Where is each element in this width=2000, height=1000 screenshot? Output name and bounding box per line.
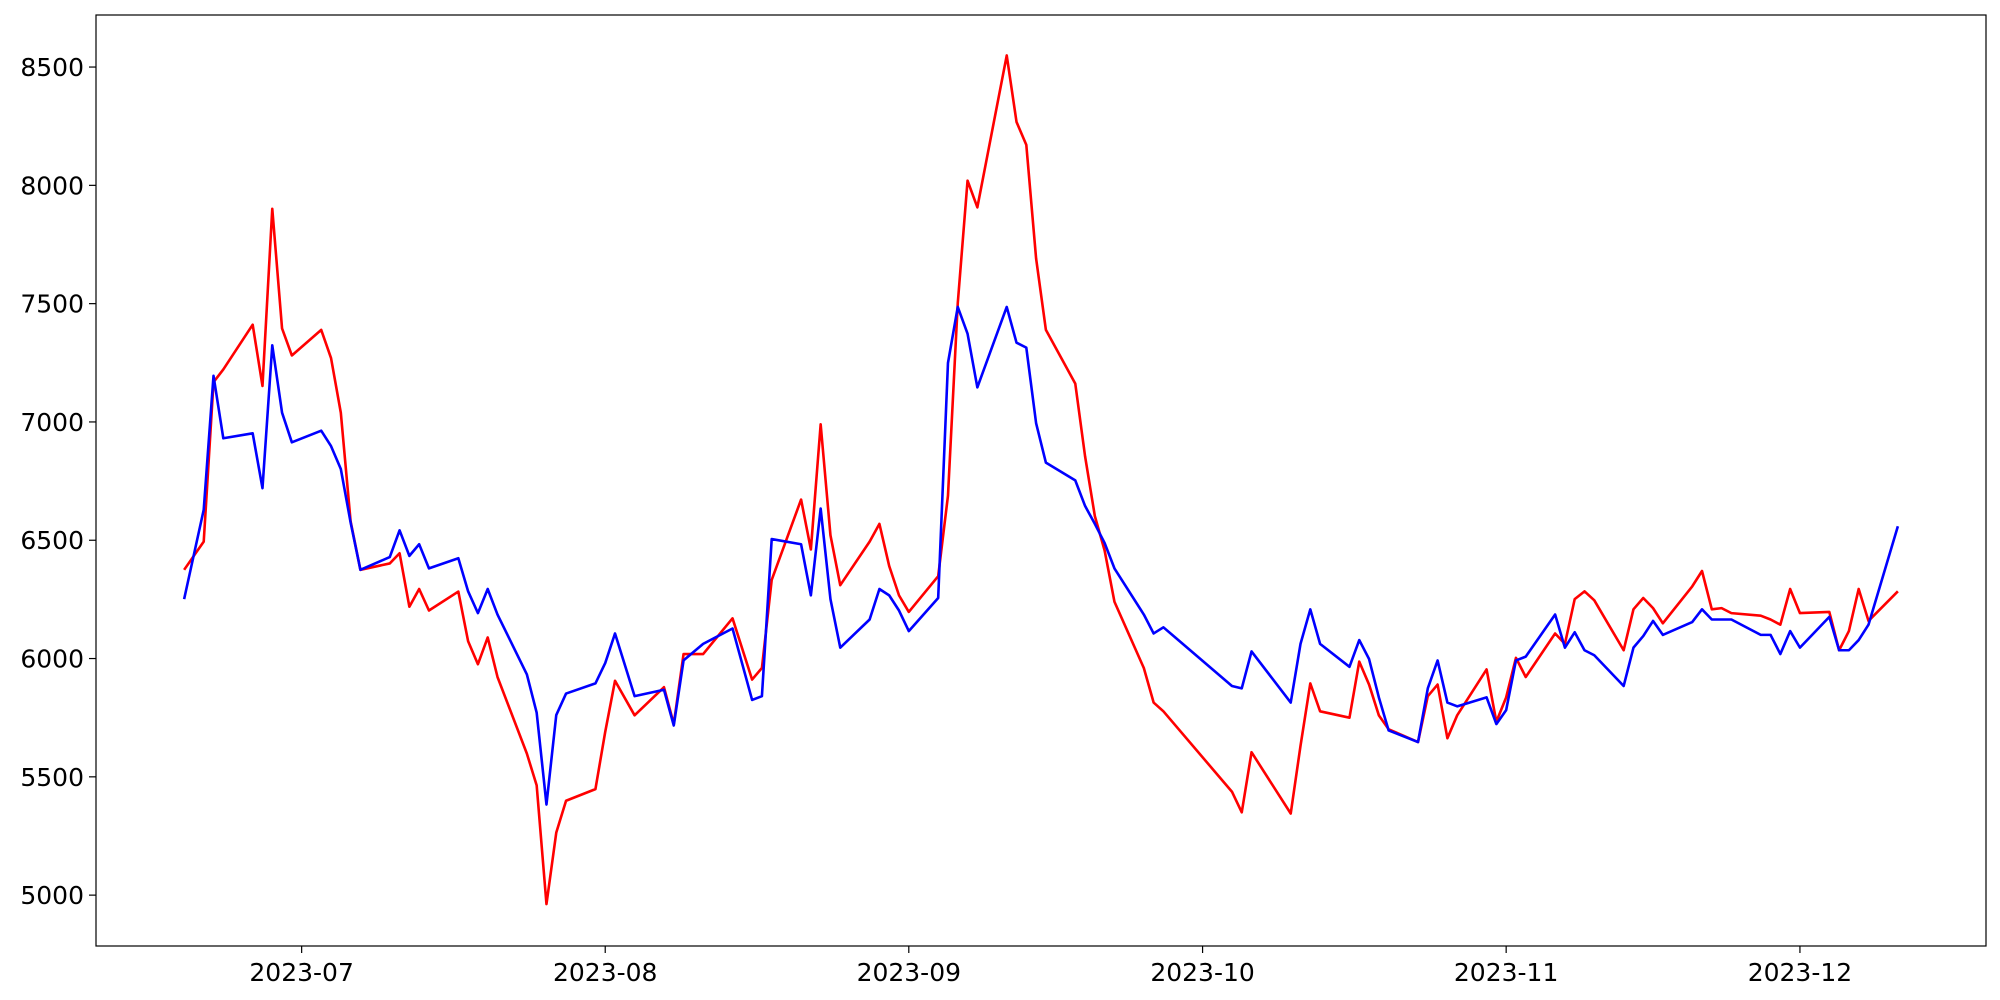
plot-frame <box>95 14 1987 947</box>
series-line <box>183 54 1899 906</box>
y-tick-label: 5000 <box>20 881 84 910</box>
y-tick-label: 6000 <box>20 645 84 674</box>
x-tick-label: 2023-11 <box>1454 958 1558 987</box>
x-tick-label: 2023-09 <box>857 958 961 987</box>
y-tick-label: 7000 <box>20 408 84 437</box>
x-tick-label: 2023-08 <box>553 958 657 987</box>
y-tick-label: 7500 <box>20 290 84 319</box>
y-tick-label: 5500 <box>20 763 84 792</box>
x-tick-label: 2023-10 <box>1150 958 1254 987</box>
y-tick-label: 8000 <box>20 171 84 200</box>
y-tick-label: 8500 <box>20 53 84 82</box>
x-tick-label: 2023-12 <box>1748 958 1852 987</box>
series-line <box>182 305 1900 806</box>
x-tick-label: 2023-07 <box>249 958 353 987</box>
y-tick-label: 6500 <box>20 526 84 555</box>
